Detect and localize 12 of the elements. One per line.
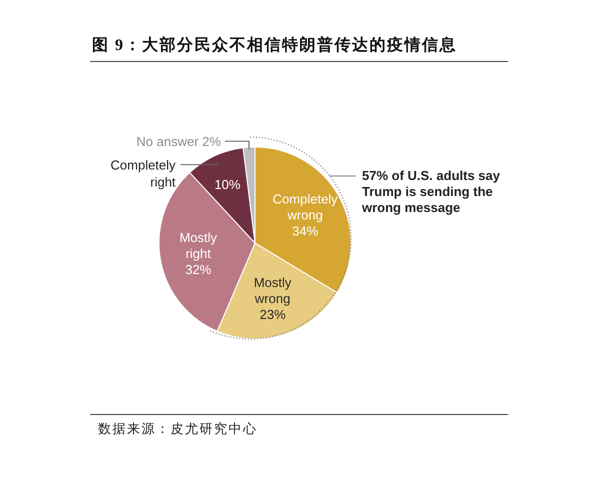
chart-title: 图 9：大部分民众不相信特朗普传达的疫情信息 xyxy=(90,36,508,62)
slice-label: Mostly right xyxy=(179,229,218,260)
slice-label: Mostly wrong xyxy=(254,274,292,306)
slice-label: Completely right xyxy=(110,157,176,190)
slice-label: Completely wrong xyxy=(272,191,338,222)
data-label: 34% xyxy=(292,223,319,238)
slice-label: No answer 2% xyxy=(136,134,222,149)
data-label: 32% xyxy=(185,261,212,276)
source-note: 数据来源：皮尤研究中心 xyxy=(98,420,258,438)
data-label: 23% xyxy=(260,306,286,322)
text: 57% of U.S. adults say Trump is sending the wrong message xyxy=(362,168,501,216)
data-label: 10% xyxy=(214,176,241,192)
